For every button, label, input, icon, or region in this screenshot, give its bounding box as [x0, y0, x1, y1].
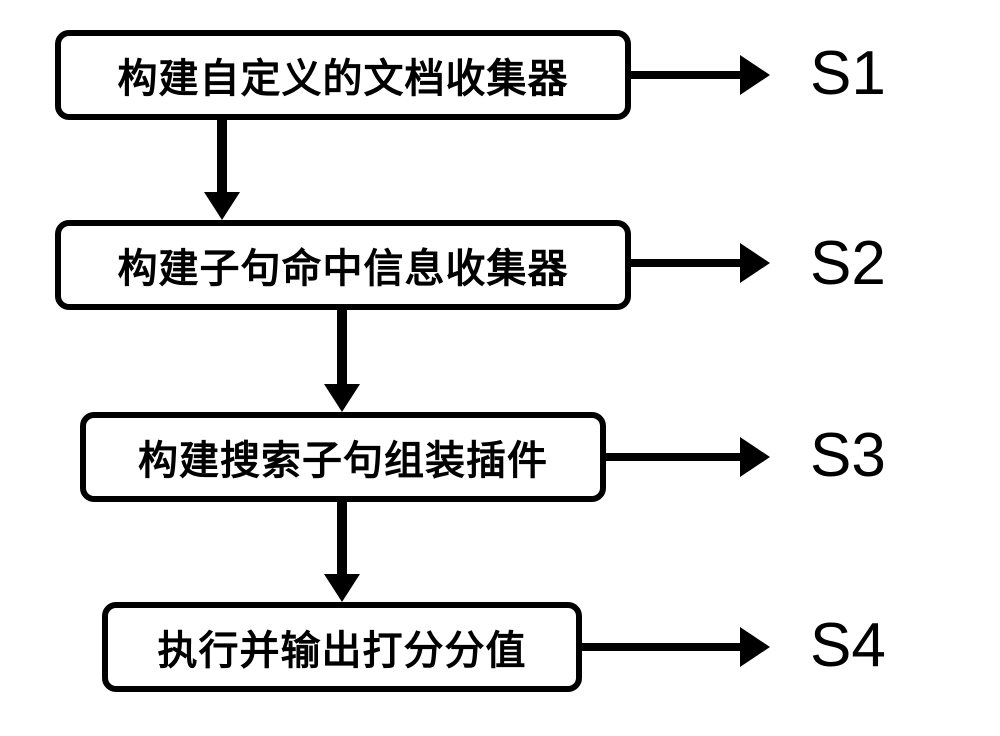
step-label-s4: S4	[810, 610, 886, 681]
flow-node-label: 构建子句命中信息收集器	[118, 236, 569, 294]
flow-node-label: 构建自定义的文档收集器	[118, 46, 569, 104]
flow-node-label: 构建搜索子句组装插件	[138, 428, 548, 486]
step-label-s2: S2	[810, 228, 886, 299]
step-label-s3: S3	[810, 420, 886, 491]
arrow-down	[324, 310, 360, 412]
flow-node-n4: 执行并输出打分分值	[102, 602, 582, 692]
arrow-right	[631, 243, 770, 283]
flow-node-label: 执行并输出打分分值	[158, 618, 527, 676]
flow-node-n2: 构建子句命中信息收集器	[55, 220, 631, 310]
arrow-right	[606, 437, 770, 477]
arrow-right	[631, 55, 770, 95]
step-label-s1: S1	[810, 38, 886, 109]
flow-node-n1: 构建自定义的文档收集器	[55, 30, 631, 120]
flow-node-n3: 构建搜索子句组装插件	[80, 412, 606, 502]
arrow-down	[324, 502, 360, 602]
arrow-right	[582, 627, 770, 667]
flowchart-canvas: 构建自定义的文档收集器构建子句命中信息收集器构建搜索子句组装插件执行并输出打分分…	[0, 0, 1000, 736]
arrow-down	[204, 120, 240, 220]
